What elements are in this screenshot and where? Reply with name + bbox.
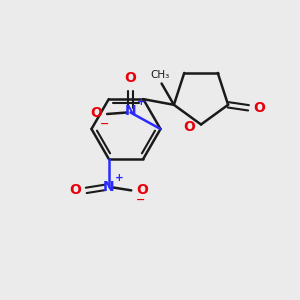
Text: CH₃: CH₃	[151, 70, 170, 80]
Text: O: O	[124, 71, 136, 85]
Text: −: −	[99, 119, 109, 129]
Text: O: O	[184, 121, 196, 134]
Text: −: −	[136, 195, 145, 205]
Text: +: +	[115, 173, 124, 183]
Text: O: O	[137, 183, 148, 197]
Text: O: O	[254, 101, 266, 115]
Text: O: O	[90, 106, 102, 120]
Text: O: O	[69, 183, 81, 197]
Text: N: N	[125, 104, 136, 118]
Text: +: +	[136, 97, 145, 107]
Text: N: N	[103, 180, 115, 194]
